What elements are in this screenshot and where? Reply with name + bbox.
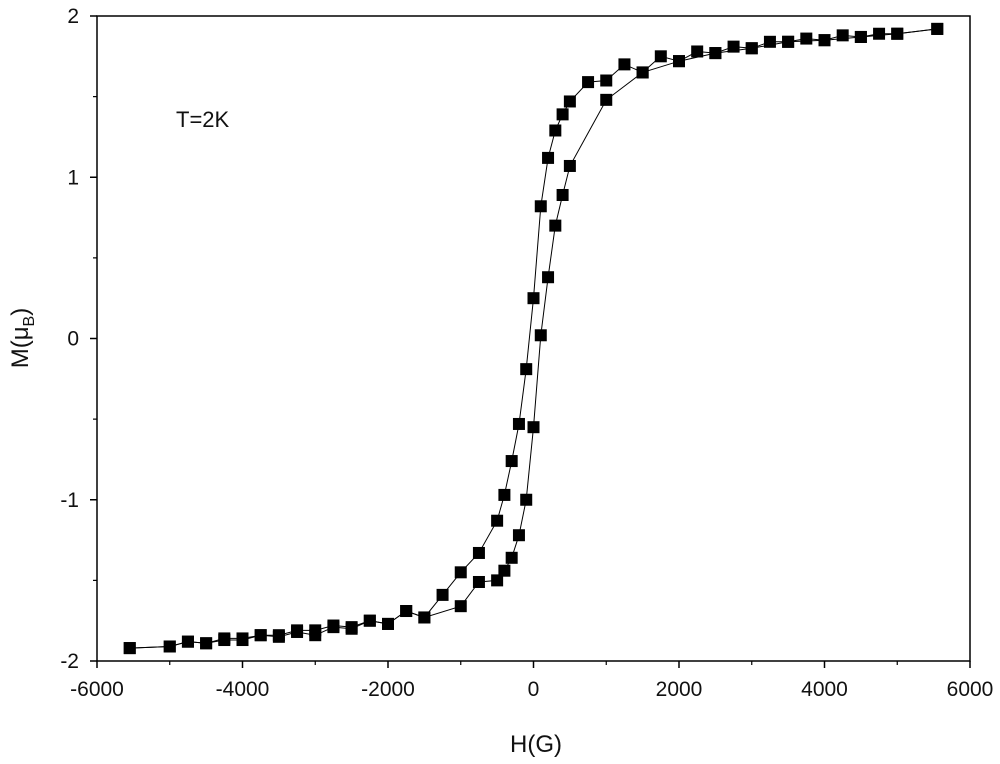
series-1-line [129,28,938,649]
data-point [520,493,533,506]
data-point [891,27,904,40]
y-tick-label: 0 [67,328,79,351]
data-point [454,566,467,579]
data-point [454,600,467,613]
data-point [163,640,176,653]
data-point [534,329,547,342]
y-axis-title: M(μB) [7,308,38,368]
x-tick-label: -4000 [216,678,270,701]
data-point [549,124,562,137]
x-tick-label: -6000 [70,678,124,701]
series-2-line [129,28,938,649]
data-point [123,642,136,655]
data-point [327,619,340,632]
data-point [291,624,304,637]
y-tick-label: -2 [60,650,79,673]
y-axis-title-main: M(μ [7,326,34,368]
data-point [491,514,504,527]
series-lines [129,28,938,649]
data-point [218,632,231,645]
data-point [272,629,285,642]
y-tick-label: 2 [67,5,79,28]
data-point [600,74,613,87]
x-axis: -6000 -4000 -2000 0 2000 4000 6000 [70,661,993,701]
data-point [854,30,867,43]
data-point [600,93,613,106]
x-tick-label: -2000 [361,678,415,701]
data-point [763,35,776,48]
y-tick-label: -1 [60,489,79,512]
data-point [709,47,722,60]
x-tick-label: 4000 [801,678,848,701]
data-point [236,632,249,645]
data-point [400,605,413,618]
data-point [345,621,358,634]
data-point [673,55,685,68]
data-point [363,614,376,627]
data-point [382,617,394,630]
data-point [200,637,213,650]
data-point [505,455,518,468]
data-point [836,29,849,42]
y-tick-label: 1 [67,166,79,189]
data-point [542,271,555,284]
data-point [472,575,485,588]
data-point [498,488,511,501]
data-point [498,564,511,577]
y-axis-title-subscript: B [21,316,38,327]
x-tick-label: 0 [528,678,540,701]
temperature-annotation: T=2K [176,107,230,132]
series-markers [123,22,944,655]
data-point [636,66,649,79]
data-point [556,188,569,201]
data-point [549,219,562,232]
data-point [254,629,267,642]
data-point [563,95,576,108]
x-axis-title: H(G) [510,731,562,758]
data-point [618,58,631,71]
data-point [782,35,795,48]
data-point [582,76,595,89]
data-point [309,624,322,637]
data-point [472,546,485,559]
y-axis-title-close: ) [7,308,34,316]
y-axis: -2 -1 0 1 2 [60,5,97,673]
data-point [505,551,518,564]
data-point [691,45,704,58]
data-point [491,574,504,587]
data-point [181,635,194,648]
data-point [534,200,547,213]
data-point [542,151,555,164]
x-tick-label: 2000 [656,678,703,701]
data-point [654,50,667,63]
data-point [873,27,886,40]
x-tick-label: 6000 [947,678,994,701]
data-point [520,363,533,376]
data-point [563,159,576,172]
data-point [556,108,569,121]
data-point [800,32,813,45]
data-point [727,40,740,53]
data-point [527,292,540,305]
data-point [745,42,758,55]
data-point [436,588,449,601]
data-point [931,22,944,35]
data-point [818,34,831,47]
data-point [512,529,525,542]
data-point [527,421,540,434]
data-point [418,611,431,624]
data-point [512,417,525,430]
